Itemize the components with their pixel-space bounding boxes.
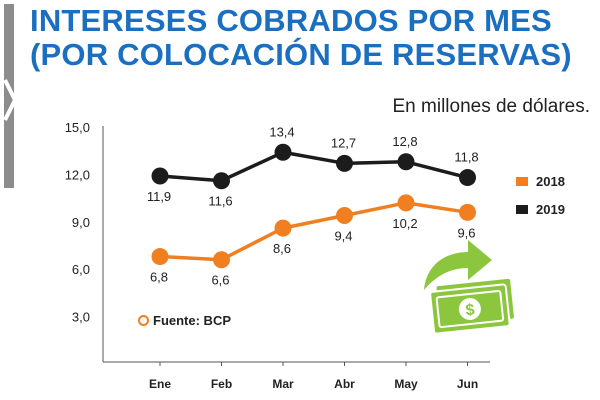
source-note: Fuente: BCP — [138, 313, 231, 328]
chart-axes: 3,0 6,0 9,0 12,0 15,0 Ene Feb Mar Abr May Jun — [65, 120, 490, 391]
data-label-2018: 6,6 — [211, 273, 229, 288]
title-line-2: (POR COLOCACIÓN DE RESERVAS) — [30, 37, 572, 72]
data-point-2019 — [459, 169, 476, 187]
source-marker-icon — [138, 315, 149, 326]
data-point-2019 — [151, 167, 169, 185]
dollar-sign-icon: $ — [465, 302, 476, 320]
chart-subtitle: En millones de dólares. — [392, 96, 591, 117]
source-text: Fuente: BCP — [153, 313, 231, 328]
side-chevron-icon — [3, 79, 18, 121]
y-tick-label: 15,0 — [65, 120, 90, 135]
x-tick-label: May — [394, 377, 418, 391]
data-point-2018 — [274, 219, 292, 237]
y-tick-label: 9,0 — [72, 215, 90, 230]
legend-label-2018: 2018 — [536, 173, 565, 189]
chart-legend: 2018 2019 — [516, 170, 565, 226]
chart-title: INTERESES COBRADOS POR MES (POR COLOCACI… — [30, 4, 572, 72]
chart-points — [151, 143, 476, 269]
x-tick-label: Abr — [334, 377, 355, 391]
data-label-2019: 11,6 — [208, 194, 232, 209]
legend-swatch-2018 — [516, 176, 528, 186]
title-line-1: INTERESES COBRADOS POR MES — [30, 3, 552, 38]
legend-item-2018: 2018 — [516, 170, 565, 192]
y-tick-label: 3,0 — [72, 310, 90, 325]
y-tick-label: 12,0 — [65, 167, 90, 182]
data-point-2019 — [274, 143, 292, 161]
data-label-2019: 11,8 — [454, 150, 478, 165]
series-line-2018 — [159, 201, 468, 262]
data-point-2018 — [336, 206, 353, 224]
chart-data-labels: 6,8 6,6 8,6 9,4 10,2 9,6 11,9 11,6 13,4 12,7 12,8 1… — [147, 124, 479, 287]
x-tick-label: Mar — [272, 377, 294, 391]
data-label-2018: 9,4 — [334, 228, 352, 243]
legend-label-2019: 2019 — [536, 201, 565, 217]
legend-swatch-2019 — [516, 204, 528, 214]
chart-lines — [159, 150, 468, 262]
curved-arrow-up-icon — [424, 240, 492, 290]
data-point-2019 — [397, 153, 415, 171]
side-accent-bar — [4, 4, 14, 188]
data-label-2018: 6,8 — [150, 270, 168, 285]
data-point-2018 — [459, 203, 476, 221]
series-line-2019 — [159, 150, 468, 183]
money-bills-icon: $ — [424, 240, 516, 335]
data-label-2018: 10,2 — [392, 216, 417, 231]
data-point-2018 — [213, 251, 230, 269]
y-tick-label: 6,0 — [72, 262, 90, 277]
legend-item-2019: 2019 — [516, 198, 565, 220]
data-point-2018 — [397, 194, 415, 212]
data-label-2018: 9,6 — [457, 225, 475, 240]
x-tick-label: Jun — [457, 377, 478, 391]
data-point-2019 — [213, 172, 230, 190]
data-label-2019: 11,9 — [147, 189, 171, 204]
data-label-2018: 8,6 — [273, 241, 291, 256]
data-point-2019 — [336, 154, 353, 172]
data-label-2019: 12,8 — [392, 134, 417, 149]
data-label-2019: 13,4 — [269, 124, 294, 139]
x-tick-label: Ene — [149, 377, 171, 391]
data-label-2019: 12,7 — [331, 135, 356, 150]
data-point-2018 — [151, 248, 169, 266]
x-tick-label: Feb — [211, 377, 232, 391]
